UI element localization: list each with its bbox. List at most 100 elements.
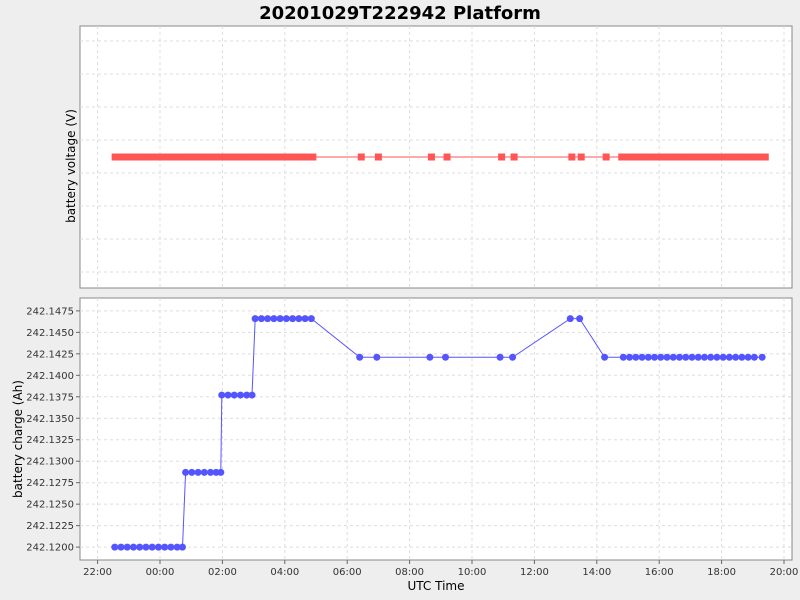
charge-point (576, 315, 584, 323)
charge-point (758, 353, 766, 361)
charge-point (713, 353, 721, 361)
charge-y-tick-label: 242.1400 (26, 371, 74, 382)
charge-point (173, 543, 181, 551)
charge-y-tick-label: 242.1250 (26, 500, 74, 511)
x-tick-label: 20:00 (770, 567, 799, 578)
charge-point (626, 353, 634, 361)
charge-point (182, 468, 190, 476)
voltage-point (144, 153, 152, 161)
charge-point (167, 543, 175, 551)
voltage-point (237, 153, 245, 161)
charge-point (188, 468, 196, 476)
voltage-point (443, 153, 451, 161)
voltage-point (175, 153, 183, 161)
x-tick-label: 00:00 (146, 567, 175, 578)
charge-point (509, 353, 517, 361)
charge-point (194, 468, 202, 476)
voltage-point (568, 153, 576, 161)
charge-point (161, 543, 169, 551)
charge-point (123, 543, 131, 551)
charge-y-tick-label: 242.1300 (26, 457, 74, 468)
voltage-point (618, 153, 626, 161)
charge-point (251, 315, 259, 323)
charge-point (236, 391, 244, 399)
x-tick-label: 08:00 (395, 567, 424, 578)
charge-panel: 242.1200 242.1225 242.1250 242.1275 242.1300… (11, 297, 798, 593)
voltage-point (711, 153, 719, 161)
x-tick-label: 06:00 (333, 567, 362, 578)
charge-point (373, 353, 381, 361)
charge-point (441, 353, 449, 361)
voltage-point (427, 153, 435, 161)
voltage-series (111, 153, 769, 161)
charge-point (111, 543, 119, 551)
voltage-point (498, 153, 506, 161)
charge-point (700, 353, 708, 361)
charge-point (744, 353, 752, 361)
charge-point (207, 468, 215, 476)
charge-point (694, 353, 702, 361)
charge-point (657, 353, 665, 361)
charge-point (248, 391, 256, 399)
charge-point (129, 543, 137, 551)
charge-point (356, 353, 364, 361)
charge-point (750, 353, 758, 361)
charge-y-tick-label: 242.1275 (26, 478, 74, 489)
x-axis-ticks: 22:00 00:00 02:00 04:00 06:00 08:00 10:00 12:00… (83, 560, 798, 578)
voltage-ylabel: battery voltage (V) (64, 109, 78, 223)
x-tick-label: 22:00 (83, 567, 112, 578)
voltage-marker-band (620, 153, 767, 161)
charge-point (663, 353, 671, 361)
charge-y-tick-label: 242.1325 (26, 435, 74, 446)
charge-point (725, 353, 733, 361)
x-tick-label: 04:00 (270, 567, 299, 578)
voltage-point (602, 153, 610, 161)
charge-ylabel: battery charge (Ah) (11, 380, 25, 498)
x-tick-label: 02:00 (208, 567, 237, 578)
charge-point (682, 353, 690, 361)
charge-point (619, 353, 627, 361)
charge-y-tick-label: 242.1450 (26, 328, 74, 339)
voltage-panel: battery voltage (V) (64, 25, 793, 289)
charge-point (264, 315, 272, 323)
charge-point (732, 353, 740, 361)
voltage-point (357, 153, 365, 161)
charge-point (224, 391, 232, 399)
charge-y-tick-label: 242.1350 (26, 414, 74, 425)
charge-point (496, 353, 504, 361)
charge-point (295, 315, 303, 323)
charge-point (632, 353, 640, 361)
voltage-grid (80, 26, 792, 288)
charge-point (738, 353, 746, 361)
x-tick-label: 16:00 (645, 567, 674, 578)
charge-y-tick-label: 242.1375 (26, 392, 74, 403)
voltage-point (680, 153, 688, 161)
x-tick-label: 10:00 (458, 567, 487, 578)
charge-point (651, 353, 659, 361)
charge-point (707, 353, 715, 361)
voltage-point (761, 153, 769, 161)
voltage-point (577, 153, 585, 161)
charge-point (688, 353, 696, 361)
x-axis-label: UTC Time (408, 579, 465, 593)
charge-point (178, 543, 186, 551)
voltage-point (649, 153, 657, 161)
charge-point (307, 315, 315, 323)
voltage-point (112, 153, 120, 161)
charge-point (426, 353, 434, 361)
charge-series (111, 315, 766, 551)
charge-y-tick-label: 242.1225 (26, 521, 74, 532)
voltage-point (743, 153, 751, 161)
x-tick-label: 12:00 (520, 567, 549, 578)
charge-grid (80, 298, 792, 560)
charge-point (200, 468, 208, 476)
charge-point (276, 315, 284, 323)
charge-point (282, 315, 290, 323)
voltage-point (206, 153, 214, 161)
charge-point (217, 468, 225, 476)
chart-title: 20201029T222942 Platform (259, 3, 541, 24)
voltage-point (510, 153, 518, 161)
charge-point (257, 315, 265, 323)
charge-point (270, 315, 278, 323)
charge-point (117, 543, 125, 551)
